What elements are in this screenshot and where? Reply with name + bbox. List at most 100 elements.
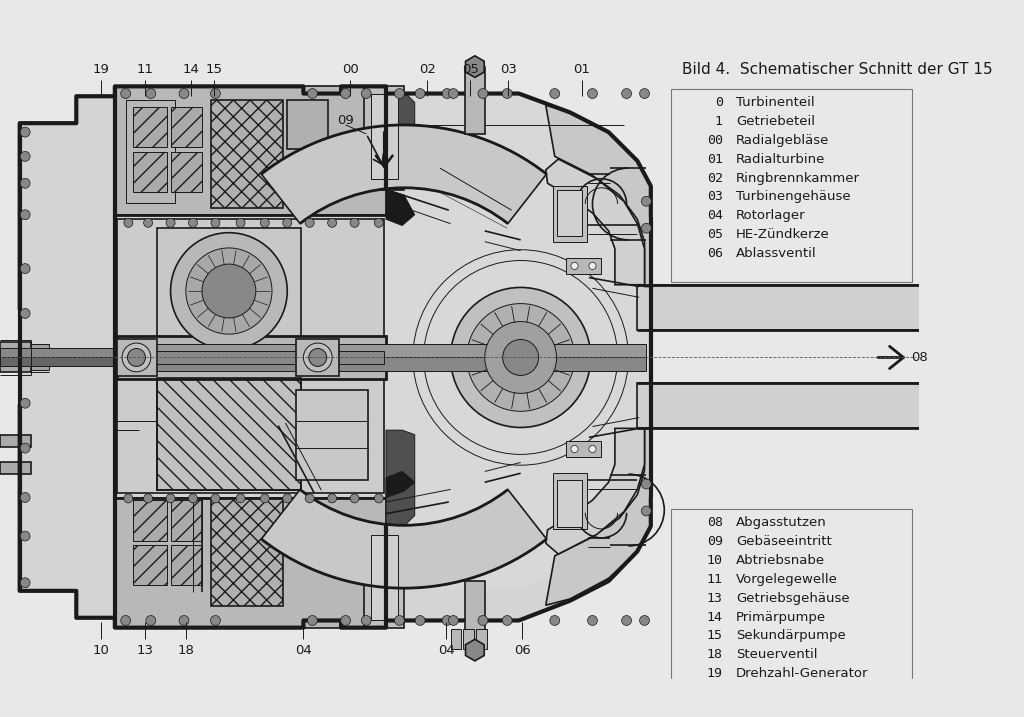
Circle shape [394,89,404,98]
Text: 04: 04 [438,644,455,657]
Circle shape [622,89,632,98]
Text: 08: 08 [911,351,928,364]
Polygon shape [546,105,651,287]
Bar [296,390,368,480]
Text: 04: 04 [707,209,723,222]
Circle shape [283,218,292,227]
Polygon shape [466,640,484,661]
Bar [211,100,283,207]
Bar [32,344,49,370]
Circle shape [211,615,220,625]
Bar [133,152,167,192]
Text: 05: 05 [462,63,479,76]
Circle shape [145,89,156,98]
Polygon shape [386,430,415,524]
Circle shape [502,615,512,625]
Bar [565,441,601,457]
Circle shape [20,531,30,541]
Bar [171,545,202,586]
Bar [565,258,601,274]
Text: Rotorlager: Rotorlager [736,209,806,222]
Circle shape [415,615,425,625]
Circle shape [550,615,560,625]
Bar [117,338,157,376]
Circle shape [145,615,156,625]
Circle shape [20,127,30,137]
Circle shape [305,494,314,503]
Bar [117,358,646,371]
Text: 18: 18 [177,644,195,657]
Text: Sekundärpumpe: Sekundärpumpe [736,630,846,642]
Text: HE-Zündkerze: HE-Zündkerze [736,228,829,241]
Bar [672,509,912,689]
Circle shape [571,445,579,452]
Bar [296,338,339,376]
Text: Turbinengehäuse: Turbinengehäuse [736,191,851,204]
Circle shape [350,218,359,227]
Bar [463,630,474,649]
Circle shape [467,303,574,412]
Text: 04: 04 [295,644,311,657]
Bar [133,545,167,586]
Circle shape [641,223,651,233]
Text: Abgasstutzen: Abgasstutzen [736,516,826,529]
Circle shape [20,210,30,219]
Polygon shape [386,189,415,225]
Bar [117,219,384,493]
Circle shape [185,248,272,334]
Circle shape [478,615,487,625]
Text: Turbinenteil: Turbinenteil [736,96,815,109]
Text: 10: 10 [707,554,723,567]
Text: 09: 09 [337,114,354,127]
Circle shape [503,340,539,376]
Circle shape [20,151,30,161]
Circle shape [641,479,651,489]
Circle shape [237,494,245,503]
Circle shape [328,218,337,227]
Text: 02: 02 [707,171,723,185]
Text: Radialgebläse: Radialgebläse [736,134,829,147]
Bar [171,107,202,148]
Bar [115,86,386,214]
Circle shape [143,494,153,503]
Bar [553,186,587,242]
Circle shape [640,89,649,98]
Circle shape [202,264,256,318]
Text: 01: 01 [573,63,590,76]
Polygon shape [261,125,547,224]
Bar [364,524,403,627]
Polygon shape [261,490,547,588]
Circle shape [121,89,131,98]
Circle shape [124,218,133,227]
Text: Ringbrennkammer: Ringbrennkammer [736,171,860,185]
Bar [364,86,403,189]
Bar [133,500,167,541]
Text: 00: 00 [342,63,358,76]
Circle shape [451,288,591,427]
Circle shape [640,615,649,625]
Bar [115,498,386,627]
Text: Ablassventil: Ablassventil [736,247,817,260]
Circle shape [260,494,269,503]
Polygon shape [546,428,651,605]
Text: 01: 01 [707,153,723,166]
Bar [0,342,32,372]
Bar [157,228,301,367]
Polygon shape [386,93,648,590]
Text: Getriebsgehäuse: Getriebsgehäuse [736,592,850,604]
Bar [171,500,202,541]
Circle shape [20,179,30,189]
Circle shape [415,89,425,98]
Text: 19: 19 [707,667,723,680]
Bar [465,581,484,648]
Circle shape [20,493,30,503]
Bar [157,378,301,490]
Bar [133,107,167,148]
Circle shape [20,308,30,318]
Bar [171,152,202,192]
Text: Bild 4.  Schematischer Schnitt der GT 15: Bild 4. Schematischer Schnitt der GT 15 [682,62,993,77]
Circle shape [122,343,151,372]
Polygon shape [19,86,651,627]
Circle shape [484,321,557,394]
Text: 05: 05 [707,228,723,241]
